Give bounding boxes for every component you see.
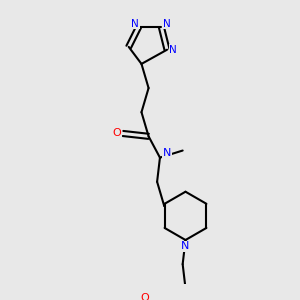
- Text: N: N: [163, 148, 171, 158]
- Text: O: O: [141, 292, 150, 300]
- Text: N: N: [131, 19, 139, 28]
- Text: N: N: [169, 45, 177, 55]
- Text: N: N: [181, 241, 190, 251]
- Text: O: O: [112, 128, 121, 139]
- Text: N: N: [163, 19, 170, 28]
